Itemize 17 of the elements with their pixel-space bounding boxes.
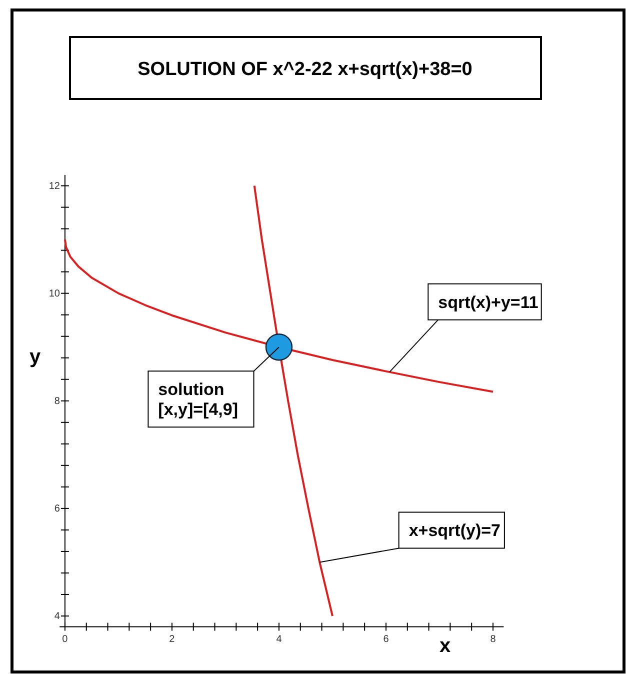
y-tick-label: 12 [48,180,60,192]
y-tick-label: 4 [54,610,60,622]
annotation: solution [x,y]=[4,9] [158,380,238,420]
annotation: x+sqrt(y)=7 [408,521,501,540]
x-tick-label: 8 [490,634,496,645]
x-tick-label: 6 [383,634,390,645]
chart-title: SOLUTION OF x^2-22 x+sqrt(x)+38=0 [138,59,472,80]
y-tick-label: 10 [48,288,60,300]
line-series [253,184,334,617]
x-tick-label: 2 [169,634,176,645]
annotation: sqrt(x)+y=11 [438,292,538,312]
y-tick-label: 8 [54,396,60,407]
y-axis-title: y [29,346,42,368]
x-tick-label: 0 [62,634,68,645]
x-tick-label: 4 [276,634,282,645]
x-axis-title: x [439,635,451,657]
y-tick-label: 6 [54,503,60,514]
